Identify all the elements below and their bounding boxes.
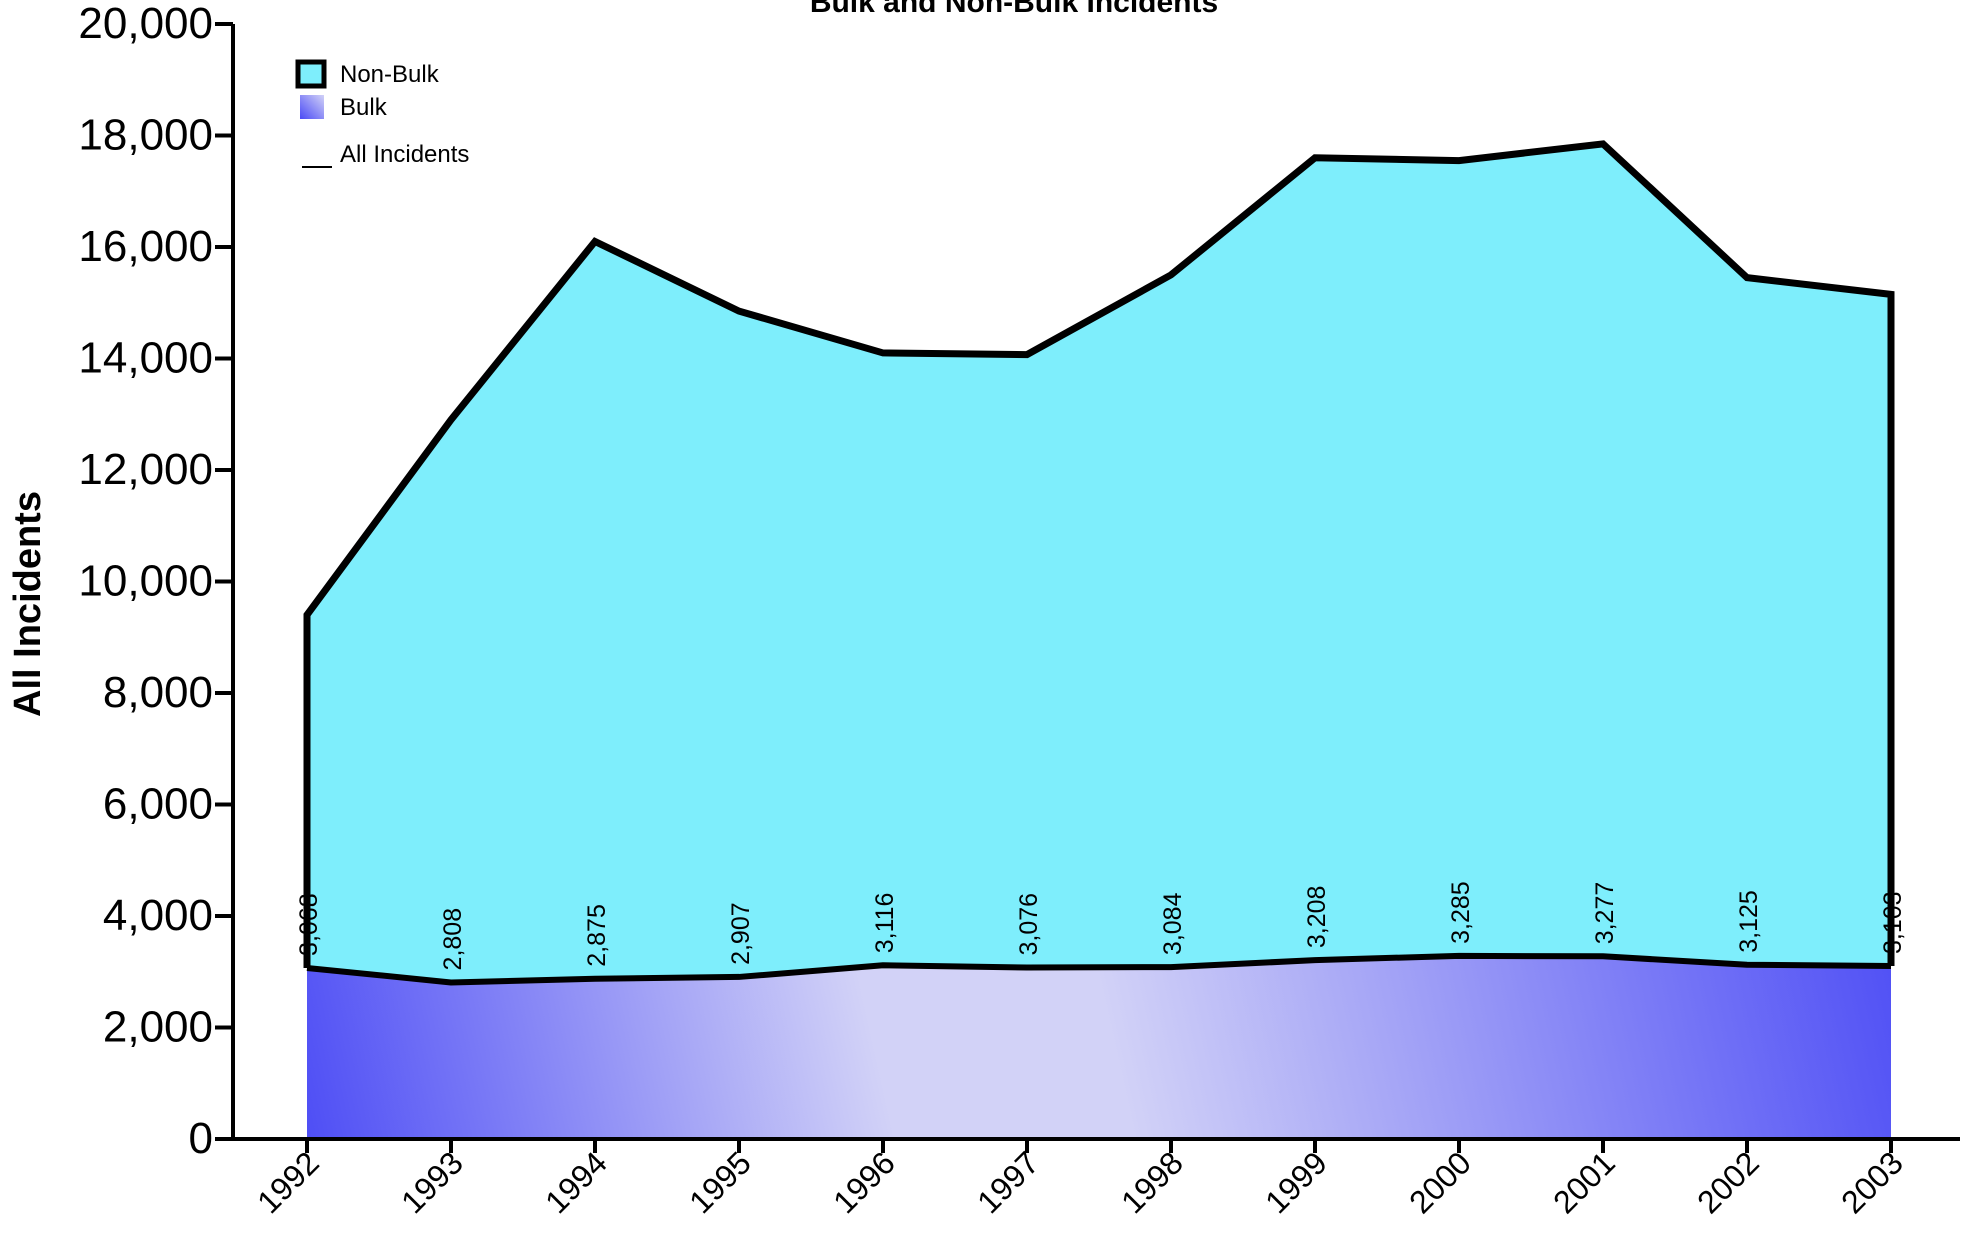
x-tick-label: 1998: [1114, 1144, 1190, 1220]
bulk-data-label: 3,084: [1159, 892, 1187, 955]
x-tick-label: 2001: [1546, 1144, 1622, 1220]
all-incidents-line: [303, 140, 1895, 968]
x-tick-label: 1994: [538, 1144, 614, 1220]
y-tick-label: 14,000: [78, 334, 213, 383]
plot-area: 0 2,000 4,000 6,000 8,000 10,000 12,000 14,000 1…: [78, 0, 1960, 1220]
bulk-data-label: 3,125: [1735, 890, 1763, 953]
y-tick-label: 4,000: [103, 891, 213, 940]
bulk-area: [307, 955, 1891, 1139]
x-tick-label: 1996: [826, 1144, 902, 1220]
y-axis-label: All Incidents: [7, 491, 49, 717]
y-tick-label: 20,000: [78, 0, 213, 48]
bulk-data-label: 2,907: [727, 902, 755, 965]
bulk-data-label: 3,285: [1447, 881, 1475, 944]
bulk-data-label: 2,875: [583, 904, 611, 967]
x-tick-label: 1995: [682, 1144, 758, 1220]
y-tick-label: 18,000: [78, 111, 213, 160]
bulk-data-label: 3,103: [1879, 891, 1907, 954]
legend: Non-Bulk Bulk All Incidents: [295, 59, 469, 168]
chart-title: Bulk and Non-Bulk Incidents: [810, 0, 1218, 19]
y-tick-label: 0: [189, 1114, 213, 1163]
bulk-data-label: 3,208: [1303, 886, 1331, 949]
bulk-data-label: 3,068: [295, 893, 323, 956]
y-tick-label: 8,000: [103, 668, 213, 717]
y-tick-label: 10,000: [78, 557, 213, 606]
legend-label-non-bulk: Non-Bulk: [340, 61, 440, 88]
bulk-data-label: 3,277: [1591, 882, 1619, 945]
legend-swatch-non-bulk: [295, 59, 327, 89]
legend-swatch-bulk: [300, 95, 324, 119]
bulk-line: [306, 952, 1892, 986]
bulk-data-label: 2,808: [439, 908, 467, 971]
x-tick-label: 1992: [250, 1144, 326, 1220]
non-bulk-area: [307, 143, 1891, 983]
x-tick-label: 1999: [1258, 1144, 1334, 1220]
y-tick-label: 6,000: [103, 780, 213, 829]
legend-label-all-incidents: All Incidents: [340, 141, 469, 168]
x-tick-label: 1993: [394, 1144, 470, 1220]
x-tick-label: 2000: [1402, 1144, 1478, 1220]
x-tick-label: 1997: [970, 1144, 1046, 1220]
x-tick-label: 2002: [1690, 1144, 1766, 1220]
bulk-data-label: 3,116: [871, 893, 899, 954]
bulk-data-label: 3,076: [1015, 893, 1043, 956]
legend-label-bulk: Bulk: [340, 94, 388, 121]
y-tick-label: 2,000: [103, 1003, 213, 1052]
x-tick-label: 2003: [1834, 1144, 1910, 1220]
y-tick-label: 16,000: [78, 222, 213, 271]
y-tick-label: 12,000: [78, 445, 213, 494]
